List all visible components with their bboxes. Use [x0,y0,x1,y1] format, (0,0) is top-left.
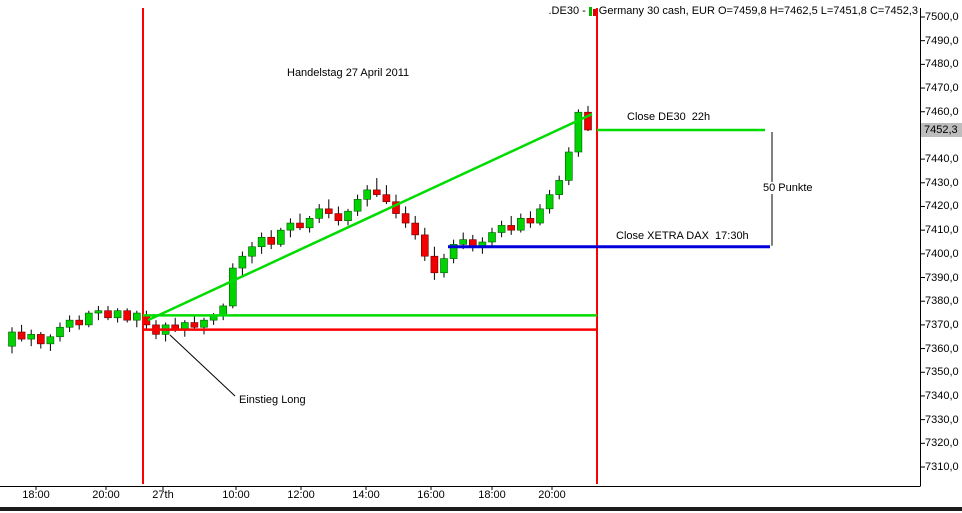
y-axis-label: 7330,0 [925,413,959,426]
candle-body-down [123,310,131,321]
candle-body-up [564,151,573,181]
candle-body-up [248,246,256,257]
candle-body-down [104,310,112,319]
annotation-close-xetra: Close XETRA DAX 17:30h [616,230,749,242]
candle-body-up [200,319,208,328]
y-axis-label: 7430,0 [925,176,959,189]
x-axis-label: 27th [152,489,174,501]
candle-body-up [440,258,448,274]
candle-body-down [430,255,439,274]
y-axis-label: 7400,0 [925,247,959,260]
candle-body-down [36,334,45,345]
candle-body-down [372,189,381,195]
candle-body-up [459,239,468,245]
candle-body-up [555,180,564,195]
candle-body-up [536,208,544,224]
candle-body-up [276,229,285,245]
candle-body-up [133,312,141,321]
chart-title-symbol: .DE30 - [548,5,586,17]
candle-body-up [46,336,55,345]
y-axis-label: 7480,0 [925,58,959,71]
candle-body-up [27,334,36,340]
candle-body-down [296,222,304,229]
candle-body-up [8,331,16,347]
candle-body-up [257,236,266,248]
candle-body-up [56,326,64,338]
candle-body-up [286,222,295,231]
y-axis-label: 7370,0 [925,318,959,331]
y-axis-label: 7460,0 [925,105,959,118]
candle-body-up [219,305,227,316]
chart-title: .DE30 - Germany 30 cash, EUR O=7459,8 H=… [548,5,918,17]
y-axis-label: 7310,0 [925,461,959,473]
candle-body-down [17,331,26,340]
y-axis-label: 7470,0 [925,82,959,95]
candle-body-down [411,222,420,236]
candle-body-up [574,111,583,153]
y-axis-label: 7500,0 [925,11,959,23]
candle-body-up [315,208,324,219]
y-axis-label: 7440,0 [925,153,959,166]
x-axis-label: 16:00 [417,489,445,501]
candle-body-down [507,225,516,231]
candle-body-up [488,232,496,243]
bottom-scrollbar[interactable] [0,507,962,511]
candle-body-up [229,267,237,307]
candle-body-up [85,312,93,326]
y-axis-label: 7390,0 [925,271,959,284]
candle-body-up [449,244,458,259]
candle-body-up [94,310,103,314]
candle-body-up [497,225,506,233]
current-price-badge: 7452,3 [921,122,962,137]
candle-body-up [113,310,122,319]
candle-body-down [190,322,199,328]
candle-body-up [238,255,247,269]
candle-body-down [526,218,535,224]
annotation-close-de30: Close DE30 22h [627,111,711,123]
candle-body-down [267,236,276,245]
trend-line[interactable] [147,112,593,322]
x-axis-label: 18:00 [478,489,506,501]
y-axis-label: 7360,0 [925,342,959,355]
candle-body-up [65,319,74,328]
x-axis-label: 18:00 [22,489,50,501]
annotation-einstieg-long: Einstieg Long [239,394,306,406]
x-axis-label: 20:00 [92,489,120,501]
candle-body-up [516,218,525,231]
candle-body-up [344,210,352,221]
y-axis-label: 7490,0 [925,34,959,47]
candle-body-down [324,208,333,214]
y-axis-label: 7380,0 [925,295,959,308]
candle-body-down [75,319,83,326]
candle-body-down [401,213,410,224]
candle-body-down [382,194,391,203]
candle-body-up [363,189,372,200]
candle-body-down [584,111,592,131]
annotation-trading-day: Handelstag 27 April 2011 [287,67,410,79]
candle-body-up [305,218,314,229]
x-axis-label: 14:00 [352,489,380,501]
y-axis-label: 7420,0 [925,200,959,213]
y-axis-label: 7410,0 [925,224,959,237]
x-axis-label: 10:00 [222,489,250,501]
x-axis-label: 12:00 [287,489,315,501]
chart-title-info: Germany 30 cash, EUR O=7459,8 H=7462,5 L… [598,5,918,17]
y-axis-label: 7340,0 [925,389,959,402]
einstieg-pointer-line [169,334,236,397]
y-axis-label: 7320,0 [925,437,959,450]
candle-body-down [420,234,429,257]
y-axis-label: 7350,0 [925,366,959,379]
candlestick-icon [588,6,596,16]
x-axis-label: 20:00 [538,489,566,501]
candle-body-up [353,199,362,212]
candle-body-down [334,213,343,221]
candle-body-up [545,194,554,210]
annotation-50-punkte: 50 Punkte [760,182,816,194]
